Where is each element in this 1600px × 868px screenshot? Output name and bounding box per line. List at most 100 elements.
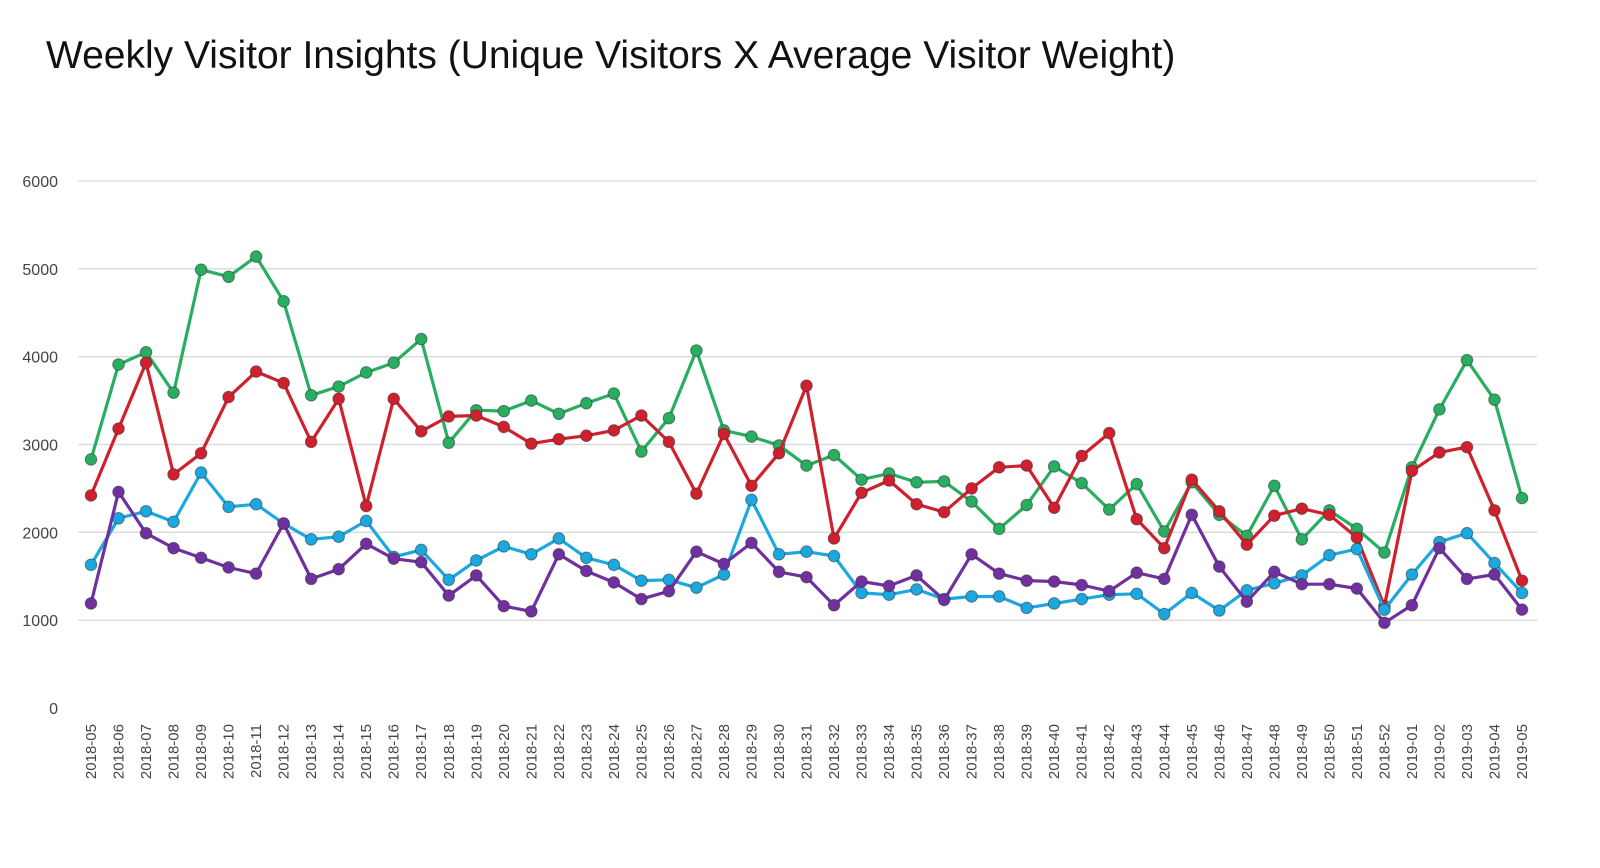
- data-point[interactable]: [717, 568, 731, 581]
- data-point[interactable]: [84, 489, 98, 502]
- data-point[interactable]: [304, 435, 318, 449]
- data-point[interactable]: [525, 547, 538, 561]
- data-point[interactable]: [1268, 576, 1281, 590]
- data-point[interactable]: [1405, 464, 1419, 478]
- data-point[interactable]: [855, 586, 868, 600]
- data-point[interactable]: [332, 562, 345, 576]
- data-point[interactable]: [1268, 509, 1281, 522]
- data-point[interactable]: [1350, 582, 1364, 595]
- data-point[interactable]: [249, 567, 263, 580]
- data-point[interactable]: [332, 392, 345, 406]
- data-point[interactable]: [332, 380, 345, 393]
- data-point[interactable]: [1433, 446, 1446, 459]
- data-point[interactable]: [992, 567, 1006, 580]
- data-point[interactable]: [965, 547, 978, 561]
- data-point[interactable]: [1515, 574, 1529, 587]
- data-point[interactable]: [525, 394, 538, 407]
- data-point[interactable]: [607, 387, 621, 400]
- data-point[interactable]: [745, 536, 758, 550]
- data-point[interactable]: [1323, 577, 1336, 591]
- data-point[interactable]: [937, 505, 951, 519]
- data-point[interactable]: [139, 356, 153, 370]
- data-point[interactable]: [1515, 603, 1529, 616]
- data-point[interactable]: [772, 547, 786, 561]
- data-point[interactable]: [855, 486, 868, 500]
- data-point[interactable]: [607, 424, 621, 437]
- data-point[interactable]: [635, 445, 648, 458]
- data-point[interactable]: [772, 446, 786, 460]
- data-point[interactable]: [1157, 572, 1171, 586]
- data-point[interactable]: [167, 468, 180, 481]
- data-point[interactable]: [1102, 426, 1116, 440]
- data-point[interactable]: [1130, 477, 1144, 491]
- data-point[interactable]: [635, 574, 648, 587]
- data-point[interactable]: [965, 495, 978, 508]
- data-point[interactable]: [387, 356, 401, 370]
- data-point[interactable]: [690, 581, 703, 594]
- data-point[interactable]: [1295, 502, 1309, 515]
- data-point[interactable]: [690, 545, 703, 558]
- data-point[interactable]: [1020, 459, 1033, 472]
- data-point[interactable]: [552, 432, 566, 446]
- data-point[interactable]: [635, 409, 648, 422]
- data-point[interactable]: [194, 551, 208, 565]
- data-point[interactable]: [965, 590, 978, 603]
- data-point[interactable]: [1075, 592, 1088, 606]
- data-point[interactable]: [1405, 568, 1419, 581]
- data-point[interactable]: [304, 389, 318, 402]
- data-point[interactable]: [827, 532, 841, 545]
- data-point[interactable]: [910, 583, 923, 596]
- data-point[interactable]: [139, 504, 153, 518]
- data-point[interactable]: [855, 575, 868, 588]
- data-point[interactable]: [635, 592, 648, 606]
- data-point[interactable]: [167, 515, 180, 529]
- data-point[interactable]: [800, 570, 813, 584]
- data-point[interactable]: [167, 541, 180, 555]
- data-point[interactable]: [359, 366, 373, 379]
- data-point[interactable]: [745, 430, 758, 443]
- data-point[interactable]: [414, 543, 428, 557]
- data-point[interactable]: [1460, 440, 1474, 454]
- data-point[interactable]: [607, 558, 621, 572]
- data-point[interactable]: [717, 557, 731, 571]
- data-point[interactable]: [1020, 574, 1033, 587]
- data-point[interactable]: [1075, 476, 1088, 490]
- data-point[interactable]: [910, 569, 923, 582]
- data-point[interactable]: [745, 479, 758, 493]
- data-point[interactable]: [1212, 604, 1226, 617]
- data-point[interactable]: [1460, 353, 1474, 367]
- data-point[interactable]: [1350, 542, 1364, 556]
- data-point[interactable]: [552, 547, 566, 561]
- data-point[interactable]: [662, 584, 676, 598]
- data-point[interactable]: [469, 409, 483, 422]
- data-point[interactable]: [800, 545, 813, 558]
- data-point[interactable]: [525, 605, 538, 618]
- data-point[interactable]: [1047, 597, 1061, 610]
- data-point[interactable]: [442, 589, 456, 602]
- data-point[interactable]: [1460, 526, 1474, 540]
- data-point[interactable]: [1378, 616, 1391, 630]
- data-point[interactable]: [359, 514, 373, 528]
- data-point[interactable]: [800, 459, 813, 472]
- data-point[interactable]: [332, 530, 345, 544]
- data-point[interactable]: [1047, 501, 1061, 515]
- data-point[interactable]: [414, 332, 428, 346]
- data-point[interactable]: [112, 485, 125, 499]
- data-point[interactable]: [1515, 491, 1529, 505]
- data-point[interactable]: [497, 540, 511, 553]
- data-point[interactable]: [139, 345, 153, 359]
- data-point[interactable]: [277, 517, 290, 530]
- data-point[interactable]: [1075, 449, 1088, 463]
- data-point[interactable]: [249, 250, 263, 263]
- data-point[interactable]: [910, 475, 923, 489]
- data-point[interactable]: [139, 526, 153, 540]
- data-point[interactable]: [1157, 607, 1171, 621]
- data-point[interactable]: [1378, 546, 1391, 559]
- data-point[interactable]: [222, 561, 235, 574]
- data-point[interactable]: [442, 573, 456, 587]
- data-point[interactable]: [1405, 598, 1419, 612]
- data-point[interactable]: [1047, 460, 1061, 473]
- data-point[interactable]: [552, 407, 566, 421]
- data-point[interactable]: [1102, 503, 1116, 516]
- data-point[interactable]: [800, 379, 813, 392]
